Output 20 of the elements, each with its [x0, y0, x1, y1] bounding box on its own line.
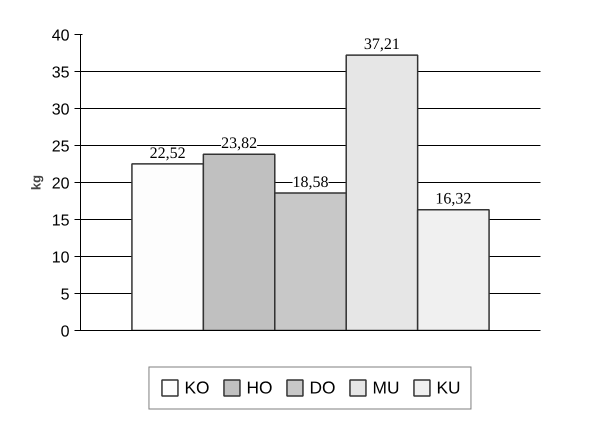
y-tick-label: 30	[52, 102, 70, 118]
y-tick-label: 10	[52, 250, 70, 266]
legend-label: KO	[184, 377, 210, 398]
y-tick-label: 20	[52, 176, 70, 192]
data-label: 18,58	[292, 174, 328, 192]
legend-label: KU	[436, 377, 461, 398]
y-tick-label: 40	[52, 28, 70, 44]
data-label: 37,21	[364, 36, 400, 54]
y-tick-label: 35	[52, 64, 70, 82]
y-tick-label: 0	[60, 324, 70, 340]
legend-label: HO	[246, 377, 273, 398]
data-label: 23,82	[221, 135, 258, 152]
data-label: 22,52	[150, 144, 186, 162]
data-label: 16,32	[435, 190, 472, 208]
y-tick-label: 25	[52, 138, 70, 156]
y-tick-label: 15	[52, 212, 70, 230]
y-tick-label: 5	[60, 286, 70, 304]
legend-label: MU	[372, 377, 400, 398]
legend-label: DO	[310, 377, 336, 398]
y-axis-title: kg	[28, 174, 44, 190]
